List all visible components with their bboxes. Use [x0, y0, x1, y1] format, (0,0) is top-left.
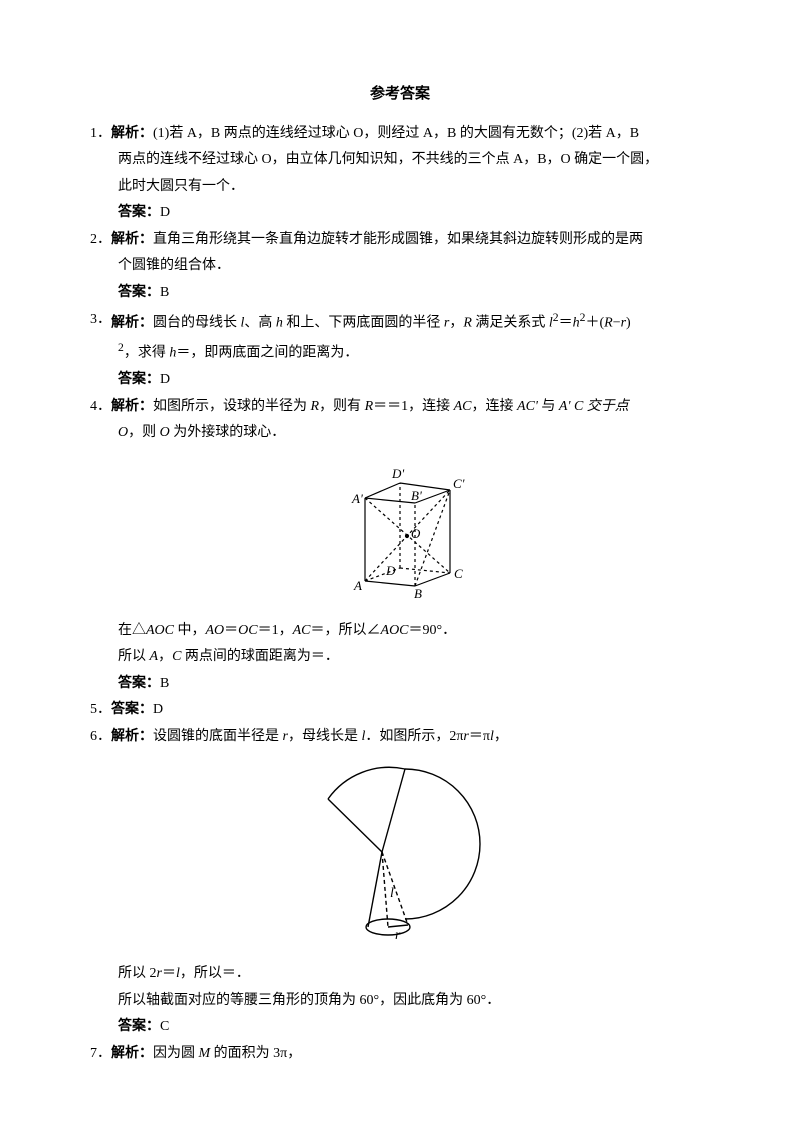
q3-line1b: 、高 [244, 315, 276, 330]
label-Bp: B' [411, 488, 422, 503]
q3-label: 解析： [111, 315, 153, 330]
q2-num: 2． [90, 227, 111, 254]
label-A: A [353, 578, 362, 593]
q6-ans: C [160, 1019, 169, 1034]
q1-ans-label: 答案： [118, 205, 160, 220]
q4-figure: A' B' C' D' A B C D O [90, 453, 710, 614]
q3-line1c: 和上、下两底面圆的半径 [283, 315, 444, 330]
q1-answer: 答案：D [90, 200, 710, 227]
label-Ap: A' [351, 491, 363, 506]
q1-num: 1． [90, 121, 111, 148]
q3-ans: D [160, 372, 170, 387]
q2-answer: 答案：B [90, 280, 710, 307]
q6: 6． 解析：设圆锥的底面半径是 r，母线长是 l．如图所示，2πr＝πl， [90, 724, 710, 751]
q6-line3: 所以轴截面对应的等腰三角形的顶角为 60°，因此底角为 60°． [90, 988, 710, 1015]
q1: 1． 解析：(1)若 A，B 两点的连线经过球心 O，则经过 A，B 的大圆有无… [90, 121, 710, 148]
label-Cp: C' [453, 476, 465, 491]
q6-answer: 答案：C [90, 1014, 710, 1041]
q4: 4． 解析：如图所示，设球的半径为 R，则有 R＝＝1，连接 AC，连接 AC'… [90, 394, 710, 421]
label-r: r [395, 928, 401, 943]
q4-answer: 答案：B [90, 671, 710, 698]
q3: 3． 解析：圆台的母线长 l、高 h 和上、下两底面圆的半径 r，R 满足关系式… [90, 307, 710, 337]
label-l: l [390, 886, 394, 901]
q3-line2: 2，求得 h＝，即两底面之间的距离为． [90, 337, 710, 367]
q4-line3: 在△AOC 中，AO＝OC＝1，AC＝，所以∠AOC＝90°． [90, 618, 710, 645]
q4-num: 4． [90, 394, 111, 421]
q2-ans-label: 答案： [118, 285, 160, 300]
q4-line4: 所以 A，C 两点间的球面距离为＝． [90, 644, 710, 671]
q6-label: 解析： [111, 729, 153, 744]
q3-ans-label: 答案： [118, 372, 160, 387]
label-B: B [414, 586, 422, 601]
q2-ans: B [160, 285, 169, 300]
q5-ans-label: 答案： [111, 702, 153, 717]
q2-line1: 直角三角形绕其一条直角边旋转才能形成圆锥，如果绕其斜边旋转则形成的是两 [153, 232, 643, 247]
q6-ans-label: 答案： [118, 1019, 160, 1034]
q4-ans-label: 答案： [118, 676, 160, 691]
q1-line1: (1)若 A，B 两点的连线经过球心 O，则经过 A，B 的大圆有无数个；(2)… [153, 126, 639, 141]
q3-line1e: 满足关系式 [472, 315, 549, 330]
page-title: 参考答案 [90, 80, 710, 109]
q3-answer: 答案：D [90, 367, 710, 394]
label-D: D [385, 563, 396, 578]
q7-label: 解析： [111, 1046, 153, 1061]
q2-line2: 个圆锥的组合体． [90, 253, 710, 280]
label-O: O [411, 526, 421, 541]
label-C: C [454, 566, 463, 581]
q4-label: 解析： [111, 399, 153, 414]
q2-label: 解析： [111, 232, 153, 247]
q1-ans: D [160, 205, 170, 220]
q3-line1d: ， [449, 315, 463, 330]
q4-line2: O，则 O 为外接球的球心． [90, 420, 710, 447]
q5-num: 5． [90, 697, 111, 724]
q7: 7． 解析：因为圆 M 的面积为 3π， [90, 1041, 710, 1068]
q6-line2: 所以 2r＝l，所以＝． [90, 961, 710, 988]
q6-figure: l r [90, 757, 710, 958]
q3-line1a: 圆台的母线长 [153, 315, 241, 330]
q1-line2: 两点的连线不经过球心 O，由立体几何知识知，不共线的三个点 A，B，O 确定一个… [90, 147, 710, 174]
q1-line3: 此时大圆只有一个． [90, 174, 710, 201]
q2: 2． 解析：直角三角形绕其一条直角边旋转才能形成圆锥，如果绕其斜边旋转则形成的是… [90, 227, 710, 254]
q4-ans: B [160, 676, 169, 691]
q3-num: 3． [90, 307, 111, 334]
q5-ans: D [153, 702, 163, 717]
q6-num: 6． [90, 724, 111, 751]
q5: 5． 答案：D [90, 697, 710, 724]
q7-num: 7． [90, 1041, 111, 1068]
q1-label: 解析： [111, 126, 153, 141]
label-Dp: D' [391, 466, 404, 481]
